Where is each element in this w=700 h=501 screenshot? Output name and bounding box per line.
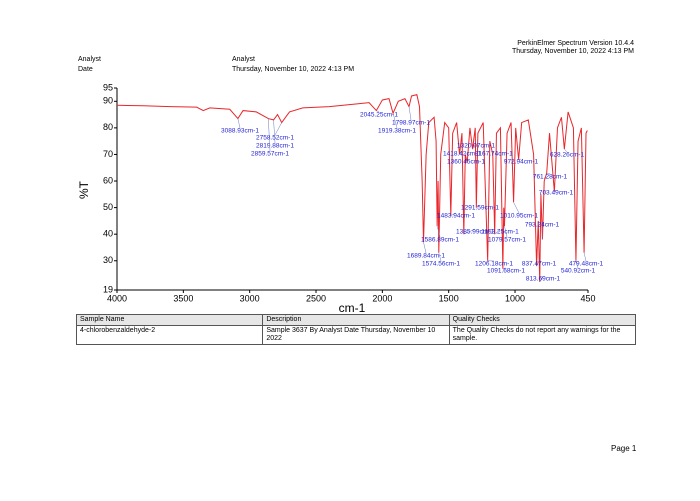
peak-label: 1291.59cm-1 (461, 205, 499, 212)
peak-label: 1091.68cm-1 (487, 268, 525, 275)
x-tick-label: 1500 (439, 293, 459, 303)
column-header: Description (262, 314, 450, 326)
peak-label: 1320.07cm-1 (457, 143, 495, 150)
peak-leader (274, 122, 282, 136)
peak-leader (575, 260, 579, 269)
peak-leader (564, 148, 568, 153)
peak-leader (408, 106, 412, 121)
peak-leader (465, 158, 468, 163)
x-tick-label: 1000 (505, 293, 525, 303)
x-tick-label: 4000 (107, 293, 127, 303)
chart: 19 30 40 50 60 70 80 90 95 4000 3500 3000 2500 2000 15… (77, 82, 604, 312)
peak-label: 628.26cm-1 (550, 152, 585, 159)
spectrum-line (116, 94, 588, 283)
y-tick-label: 80 (103, 122, 113, 132)
peak-label: 2819.88cm-1 (256, 143, 294, 150)
y-tick-label: 30 (103, 255, 113, 265)
peak-label: 1418.42cm-1 (443, 151, 481, 158)
y-axis-label: %T (77, 180, 91, 199)
peak-label: 1385.99cm-1 (456, 229, 494, 236)
peak-label: 1153.25cm-1 (481, 229, 519, 236)
peak-leader (450, 212, 457, 216)
peak-label: 813.69cm-1 (526, 276, 561, 283)
peak-leader (436, 226, 441, 238)
peak-label: 3088.93cm-1 (221, 128, 259, 135)
peak-label: 703.49cm-1 (539, 190, 574, 197)
peak-leader (502, 267, 507, 269)
peak-label: 1798.97cm-1 (392, 120, 430, 127)
peak-label: 1919.38cm-1 (378, 128, 416, 135)
peak-leader (376, 110, 380, 113)
x-tick-label: 2500 (306, 293, 326, 303)
y-tick-label: 90 (103, 96, 113, 106)
timestamp: Thursday, November 10, 2022 4:13 PM (511, 48, 634, 55)
peak-leader (494, 228, 501, 235)
peak-label: 1079.57cm-1 (488, 237, 526, 244)
peak-leader (554, 189, 557, 192)
y-tick-label: 70 (103, 149, 113, 159)
peak-label: 1360.45cm-1 (447, 159, 485, 166)
peak-leader (492, 150, 495, 155)
peak-leader (438, 252, 442, 262)
peak-label: 540.92cm-1 (561, 268, 596, 275)
x-tick-label: 3000 (240, 293, 260, 303)
software: PerkinElmer Spectrum Version 10.4.4 (517, 40, 634, 47)
peak-leader (268, 118, 271, 152)
peak-label: 761.28cm-1 (533, 174, 568, 181)
peak-leader (539, 275, 544, 283)
peak-leader (463, 228, 476, 235)
column-header: Quality Checks (448, 314, 637, 326)
peak-leader (518, 158, 522, 161)
peak-leader (546, 172, 551, 175)
x-axis-label: cm-1 (339, 301, 366, 312)
peak-label: 1689.84cm-1 (407, 253, 445, 260)
peak-label: 837.47cm-1 (522, 261, 557, 268)
peak-label: 1010.95cm-1 (500, 213, 538, 220)
peak-leader (459, 150, 463, 155)
y-tick-label: 40 (103, 229, 113, 239)
x-tick-label: 3500 (173, 293, 193, 303)
peak-label: 972.94cm-1 (504, 159, 539, 166)
peak-leader (392, 113, 398, 129)
peak-leader (513, 202, 520, 214)
peak-leader (476, 204, 481, 208)
cell: Sample 3637 By Analyst Date Thursday, No… (262, 325, 450, 345)
field-label: Date (78, 66, 93, 73)
peak-leader (536, 260, 540, 267)
peak-leader (472, 142, 477, 150)
peak-label: 479.48cm-1 (569, 261, 604, 268)
x-tick-label: 450 (580, 293, 595, 303)
x-tick-label: 2000 (372, 293, 392, 303)
peak-label: 2859.57cm-1 (251, 151, 289, 158)
cell: 4-chlorobenzaldehyde-2 (75, 325, 264, 345)
page-number: Page 1 (611, 444, 637, 453)
peak-label: 1167.74cm-1 (475, 151, 513, 158)
field-value: Analyst (232, 56, 255, 63)
peak-label: 1483.94cm-1 (437, 213, 475, 220)
cell: The Quality Checks do not report any war… (448, 325, 637, 345)
peak-label: 2758.52cm-1 (256, 135, 294, 142)
y-tick-label: 19 (103, 284, 113, 294)
field-label: Analyst (78, 56, 101, 63)
column-header: Sample Name (75, 314, 264, 326)
peak-label: 1574.56cm-1 (422, 261, 460, 268)
peak-leader (237, 118, 241, 129)
y-tick-label: 95 (103, 82, 113, 92)
field-value: Thursday, November 10, 2022 4:13 PM (232, 66, 355, 73)
y-tick-label: 60 (103, 175, 113, 185)
sample-table: Sample Name Description Quality Checks 4-c… (75, 314, 637, 345)
peak-label: 1586.89cm-1 (421, 237, 459, 244)
peak-leader (423, 242, 427, 254)
peak-label: 1206.18cm-1 (475, 261, 513, 268)
peak-leader (583, 252, 587, 262)
peak-leader (273, 119, 276, 144)
peak-label: 2045.25cm-1 (360, 112, 398, 119)
y-tick-label: 50 (103, 202, 113, 212)
peak-label: 793.24cm-1 (525, 222, 560, 229)
peak-leader (504, 226, 508, 238)
